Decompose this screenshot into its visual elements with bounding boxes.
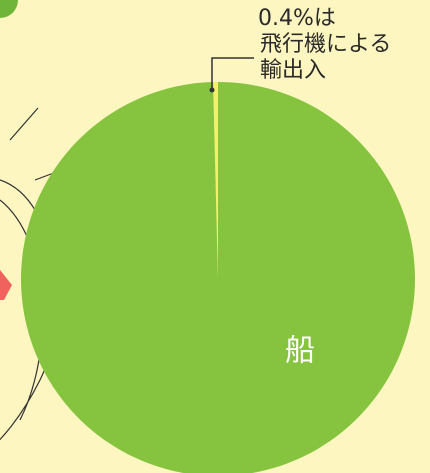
pie-slice bbox=[21, 82, 415, 473]
decoration bbox=[0, 0, 18, 18]
decoration bbox=[0, 270, 12, 300]
page: 船 0.4%は 飛行機による輸出入 bbox=[0, 0, 430, 473]
pie bbox=[21, 82, 415, 473]
value-label: 0.4%は bbox=[258, 6, 398, 32]
leader-dot bbox=[210, 88, 215, 93]
category-label: 飛行機による輸出入 bbox=[260, 32, 394, 84]
annotation: 0.4%は bbox=[258, 6, 398, 32]
category-label: 船 bbox=[285, 334, 315, 369]
